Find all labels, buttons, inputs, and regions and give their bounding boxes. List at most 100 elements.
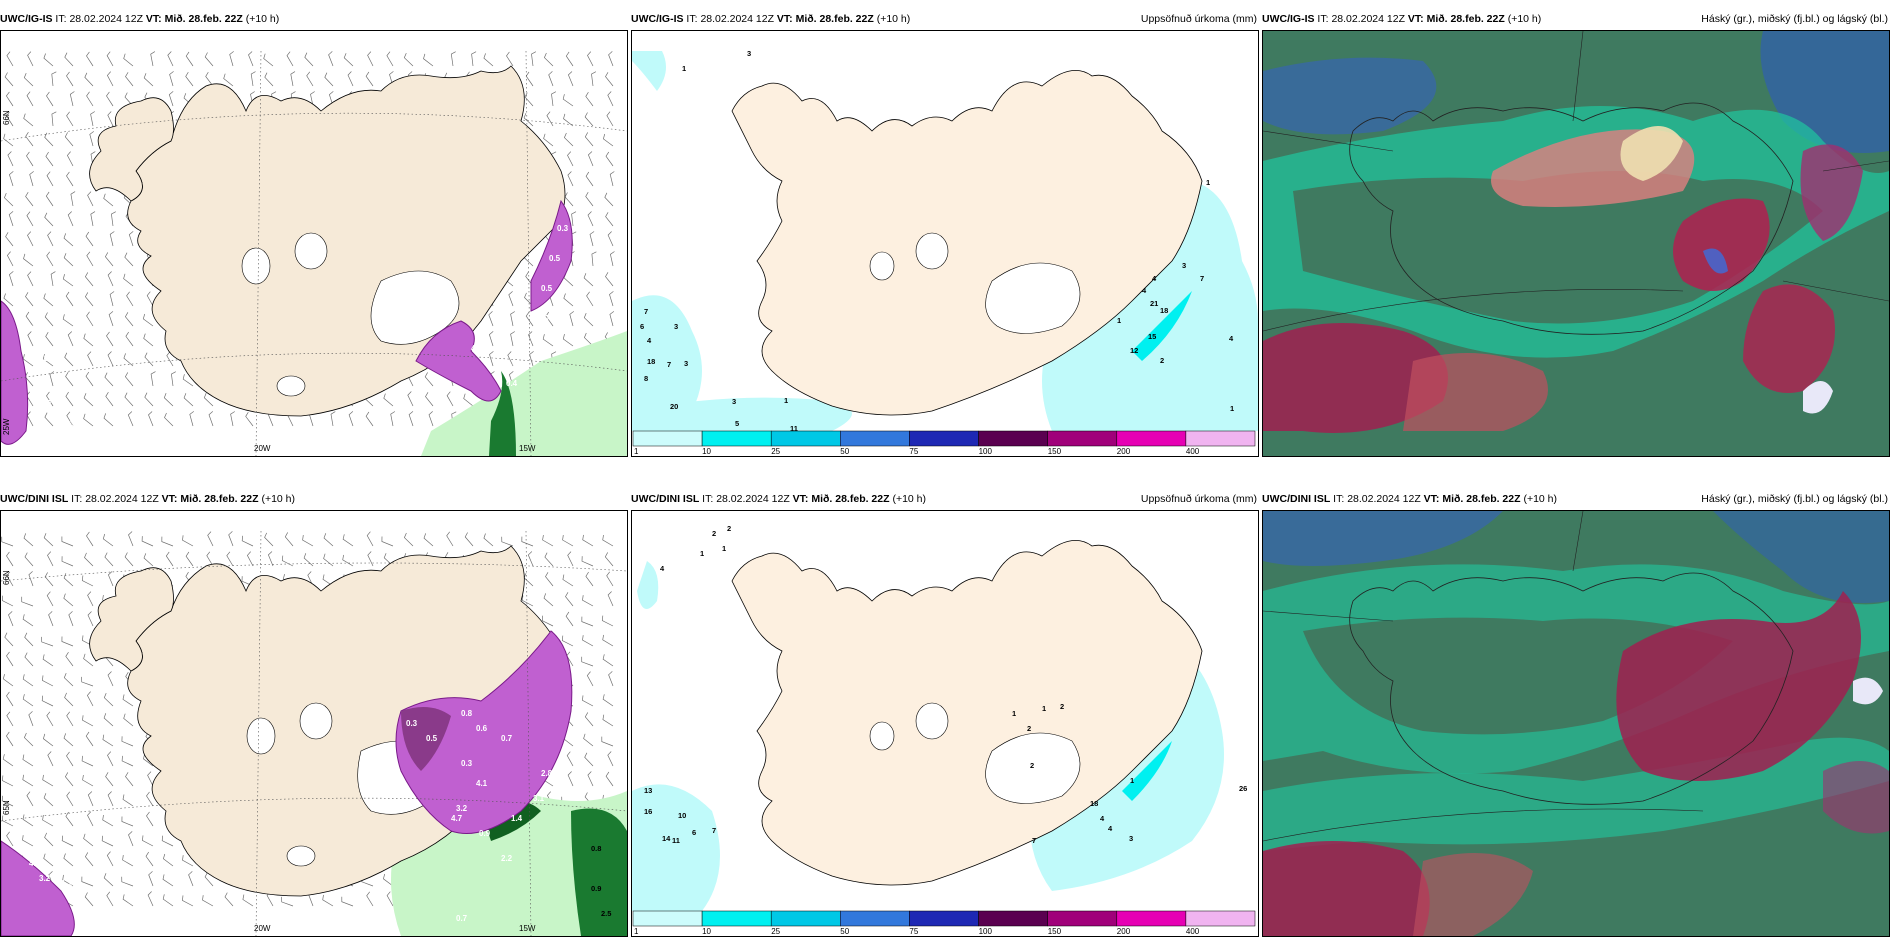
wind-barb: [5, 731, 14, 747]
wind-map[interactable]: 20W 15W 66N 25W 0.7 0.3 0.5 0.7 0.3 0.3 1.4 0.4…: [0, 30, 628, 457]
wind-barb: [66, 791, 74, 807]
wind-barb: [104, 552, 114, 567]
wind-value-label: 0.3: [461, 759, 473, 768]
wind-value-label: 3.2: [456, 804, 468, 813]
wind-barb: [66, 711, 74, 727]
wind-barb: [605, 212, 614, 227]
model-name: UWC/DINI ISL: [1262, 493, 1331, 505]
wind-barb: [206, 551, 214, 567]
cloud-map[interactable]: [1262, 510, 1890, 937]
precip-value-label: 1: [700, 549, 704, 558]
wind-value-label: 0.8: [591, 844, 601, 853]
wind-barb: [587, 211, 594, 227]
wind-barb: [46, 251, 54, 267]
wind-barb: [7, 151, 14, 167]
wind-barb: [104, 252, 114, 267]
wind-barb: [228, 531, 234, 547]
wind-barb: [86, 531, 94, 547]
wind-barb: [123, 713, 134, 727]
wind-barb: [122, 794, 134, 807]
wind-barb: [3, 192, 14, 207]
wind-barb: [63, 573, 74, 587]
wind-barb: [90, 111, 95, 127]
wind-barb: [267, 551, 274, 567]
wind-barb: [2, 674, 14, 687]
wind-values: 0.70.30.50.70.30.31.40.44.54.70.70.50.30…: [29, 224, 569, 428]
wind-barb: [66, 751, 74, 767]
wind-barb: [606, 571, 614, 587]
model-name: UWC/IG-IS: [0, 13, 53, 25]
wind-barb: [123, 273, 134, 287]
wind-barb: [446, 391, 454, 407]
wind-barb: [608, 671, 614, 687]
wind-barb: [25, 192, 34, 207]
wind-barb: [41, 695, 54, 707]
glacier-vatnajokull: [985, 732, 1081, 804]
cloud-map[interactable]: [1262, 30, 1890, 457]
wind-barb: [46, 711, 54, 727]
wind-barb: [586, 671, 594, 687]
precip-value-label: 1: [1206, 178, 1210, 187]
wind-barb: [386, 51, 394, 67]
wind-barb: [64, 772, 74, 787]
wind-barb: [586, 291, 594, 307]
wind-barb: [587, 151, 594, 167]
rain-area: [421, 331, 627, 456]
wind-barb: [605, 72, 614, 87]
wind-map[interactable]: 20W 15W 66N 65N 0.3 0.5 0.8 0.6 0.7 0.3 4.1 3.2…: [0, 510, 628, 937]
wind-barb: [182, 895, 194, 907]
wind-barb: [107, 571, 114, 587]
wind-barb: [64, 692, 74, 707]
precip-value-label: 2: [727, 524, 731, 533]
wind-value-label: 0.7: [456, 914, 468, 923]
precip-value-label: 13: [644, 786, 652, 795]
wind-barb: [583, 273, 594, 287]
colorbar-tick-label: 400: [1186, 927, 1200, 936]
wind-barb: [583, 733, 594, 747]
wind-barb: [587, 771, 594, 787]
wind-barb: [45, 191, 54, 207]
wind-barb: [102, 734, 114, 747]
wind-barb: [87, 811, 94, 827]
wind-barb: [46, 171, 54, 187]
wind-barb: [523, 113, 534, 127]
wind-value-label: 0.7: [539, 314, 551, 323]
wind-barb: [4, 632, 14, 647]
wind-barb: [562, 574, 574, 587]
wind-barb: [126, 291, 134, 307]
colorbar-tick-label: 200: [1117, 447, 1131, 456]
wind-barb: [43, 53, 54, 67]
wind-barb: [306, 71, 314, 87]
wind-barb: [601, 736, 614, 747]
colorbar-tick-label: 100: [979, 447, 993, 456]
precip-value-label: 18: [1160, 306, 1168, 315]
wind-barb: [84, 892, 94, 907]
wind-barb: [121, 755, 134, 767]
wind-barb: [62, 274, 74, 287]
wind-barb: [5, 91, 14, 107]
panel-title: UWC/IG-IS IT: 28.02.2024 12Z VT: Mið. 28…: [1262, 10, 1890, 30]
glacier: [286, 845, 316, 867]
wind-barb: [86, 51, 94, 67]
wind-barb: [582, 595, 594, 607]
precip-value-label: 1: [682, 64, 686, 73]
precip-value-label: 1: [1230, 404, 1234, 413]
precip-value-label: 7: [1032, 836, 1036, 845]
wind-value-label: 0.7: [501, 734, 513, 743]
wind-barb: [563, 132, 574, 147]
lon-label: 20W: [254, 444, 271, 453]
wind-barb: [510, 311, 515, 327]
wind-barb: [124, 312, 134, 327]
it-value: 28.02.2024 12Z: [85, 493, 159, 505]
iceland-outline: [1349, 572, 1794, 805]
precip-map[interactable]: 2 2 1 1 4 13 16 10 6 7 14 11 1 2 1 2 2 1 7 26 18 4 4 3 1 10 25 50 7…: [631, 510, 1259, 937]
wind-barb: [602, 714, 614, 727]
wind-barb: [322, 574, 334, 587]
wind-barb: [185, 72, 194, 87]
colorbar-swatch: [701, 910, 772, 927]
colorbar-tick-label: 25: [771, 447, 780, 456]
precip-value-label: 2: [1030, 761, 1034, 770]
wind-barb: [483, 53, 494, 67]
wind-barb: [63, 593, 74, 607]
